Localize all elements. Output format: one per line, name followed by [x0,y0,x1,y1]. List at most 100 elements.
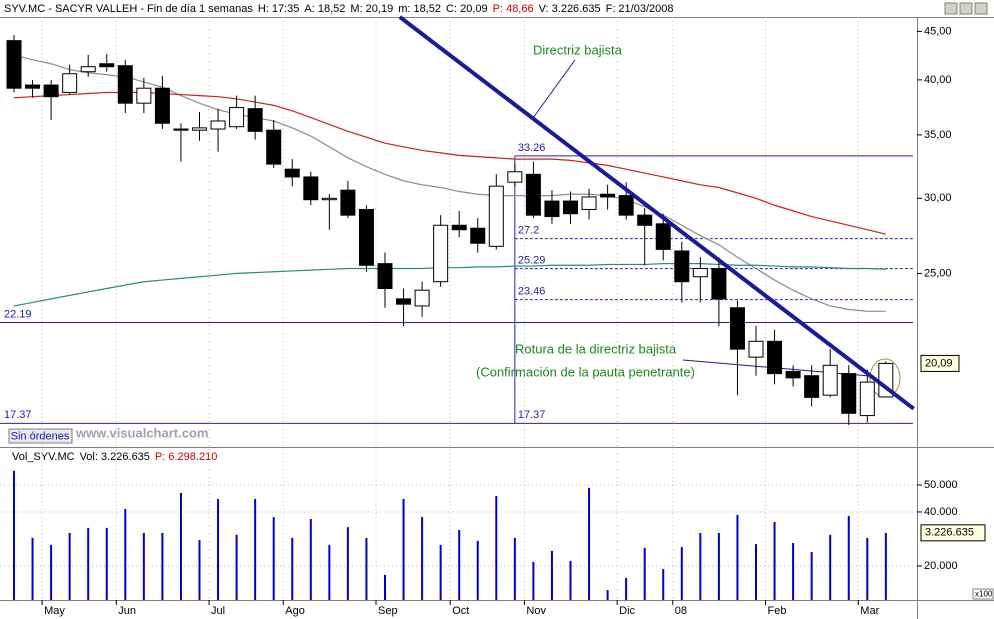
candle-body [804,375,820,398]
header-field: SYV.MC - SACYR VALLEH - Fin de día 1 sem… [4,3,253,15]
close-button[interactable] [974,2,988,15]
candle-body [433,224,449,283]
window-buttons[interactable] [944,2,988,15]
candle-body [266,129,282,165]
y-tick-label: 30,00 [924,192,952,204]
level-label: 17.37 [518,409,546,421]
level-label: 17.37 [4,409,32,421]
candle-body [637,214,653,226]
y-tick-label: 40,00 [924,74,952,86]
candle-body [321,197,337,201]
candle-body [729,307,745,350]
candle-body [692,267,708,278]
header-field: M: 20,19 [350,3,393,15]
header-field: V: 3.226.635 [539,3,601,15]
header: SYV.MC - SACYR VALLEH - Fin de día 1 sem… [4,3,673,15]
header-field: m: 18,52 [398,3,441,15]
x-tick-label: 08 [675,605,687,617]
level-label: 25.29 [518,255,546,267]
candle-body [6,40,22,89]
x-tick-label: Jun [118,605,136,617]
candle-body [581,196,597,210]
trendline [398,15,915,411]
candle-body [711,267,727,300]
y-tick-label: 25,00 [924,267,952,279]
last-price-box [920,354,960,372]
annotation-pointer [532,59,576,119]
header-field: H: 17:35 [258,3,300,15]
candle-body [600,193,616,198]
candle-body [767,340,783,375]
x-tick-label: Oct [452,605,469,617]
y-tick-label: 50.000 [924,479,958,491]
header-field: P: 6.298.210 [155,451,217,463]
candle-body [748,340,764,358]
watermark: www.visualchart.com [75,425,208,440]
candle-body [99,63,115,68]
candle-body [470,227,486,244]
y-tick-label: 20.000 [924,560,958,572]
level-label: 33.26 [518,142,546,154]
candle-body [822,364,838,396]
x-tick-label: Nov [526,605,546,617]
annotation: Directriz bajista [533,42,623,57]
candle-body [229,107,245,128]
candle-body [859,381,875,417]
maximize-button[interactable] [959,2,973,15]
last-volume-label: 3.226.635 [925,527,974,539]
candle-body [507,171,523,183]
header-field: P: 48,66 [493,3,534,15]
candle-body [173,128,189,131]
candle-body [210,120,226,130]
candle-body [655,223,671,250]
candle-body [563,200,578,215]
header-field: C: 20,09 [446,3,488,15]
x-tick-label: Jul [211,605,225,617]
y-tick-label: 40.000 [924,506,958,518]
candle-body [117,65,133,104]
candle-body [247,108,263,132]
header-field: F: 21/03/2008 [606,3,674,15]
candle-body [25,84,41,89]
x-tick-label: Sep [378,605,398,617]
candle-body [43,84,59,98]
candle-body [340,189,356,216]
moving-average [13,263,886,307]
candle-body [192,127,207,131]
candle-body [284,168,300,178]
orders-button-label[interactable]: Sin órdenes [11,430,70,442]
moving-average [13,54,886,312]
x-tick-label: Feb [768,605,787,617]
x-tick-label: Mar [860,605,879,617]
candle-body [358,208,374,266]
x-tick-label: Ago [285,605,305,617]
header-field: Vol_SYV.MC [12,451,75,463]
last-volume-box [920,524,986,542]
x-tick-label: Dic [619,605,635,617]
candle-body [544,200,560,218]
y-tick-label: 45,00 [924,25,952,37]
volume-header: Vol_SYV.MC Vol: 3.226.635 P: 6.298.210 [12,451,217,463]
candle-body [488,185,504,247]
candle-body [80,66,96,73]
unit-label: x100 [975,590,993,599]
header-field: A: 18,52 [304,3,345,15]
candle-body [377,263,393,290]
minimize-button[interactable] [944,2,958,15]
annotation: (Confirmación de la pauta penetrante) [476,364,695,379]
header-field: Vol: 3.226.635 [80,451,150,463]
candle-body [396,298,412,305]
candle-body [785,371,801,379]
annotation: Rotura de la directriz bajista [515,341,677,356]
candle-body [674,250,690,283]
candle-body [618,195,634,216]
orders-button[interactable] [8,428,73,444]
candle-body [414,289,430,307]
candle-body [303,176,319,201]
x-tick-label: May [44,605,65,617]
candle-body [841,373,857,414]
candle-body [62,73,78,93]
unit-box [972,588,994,600]
y-tick-label: 35,00 [924,129,952,141]
